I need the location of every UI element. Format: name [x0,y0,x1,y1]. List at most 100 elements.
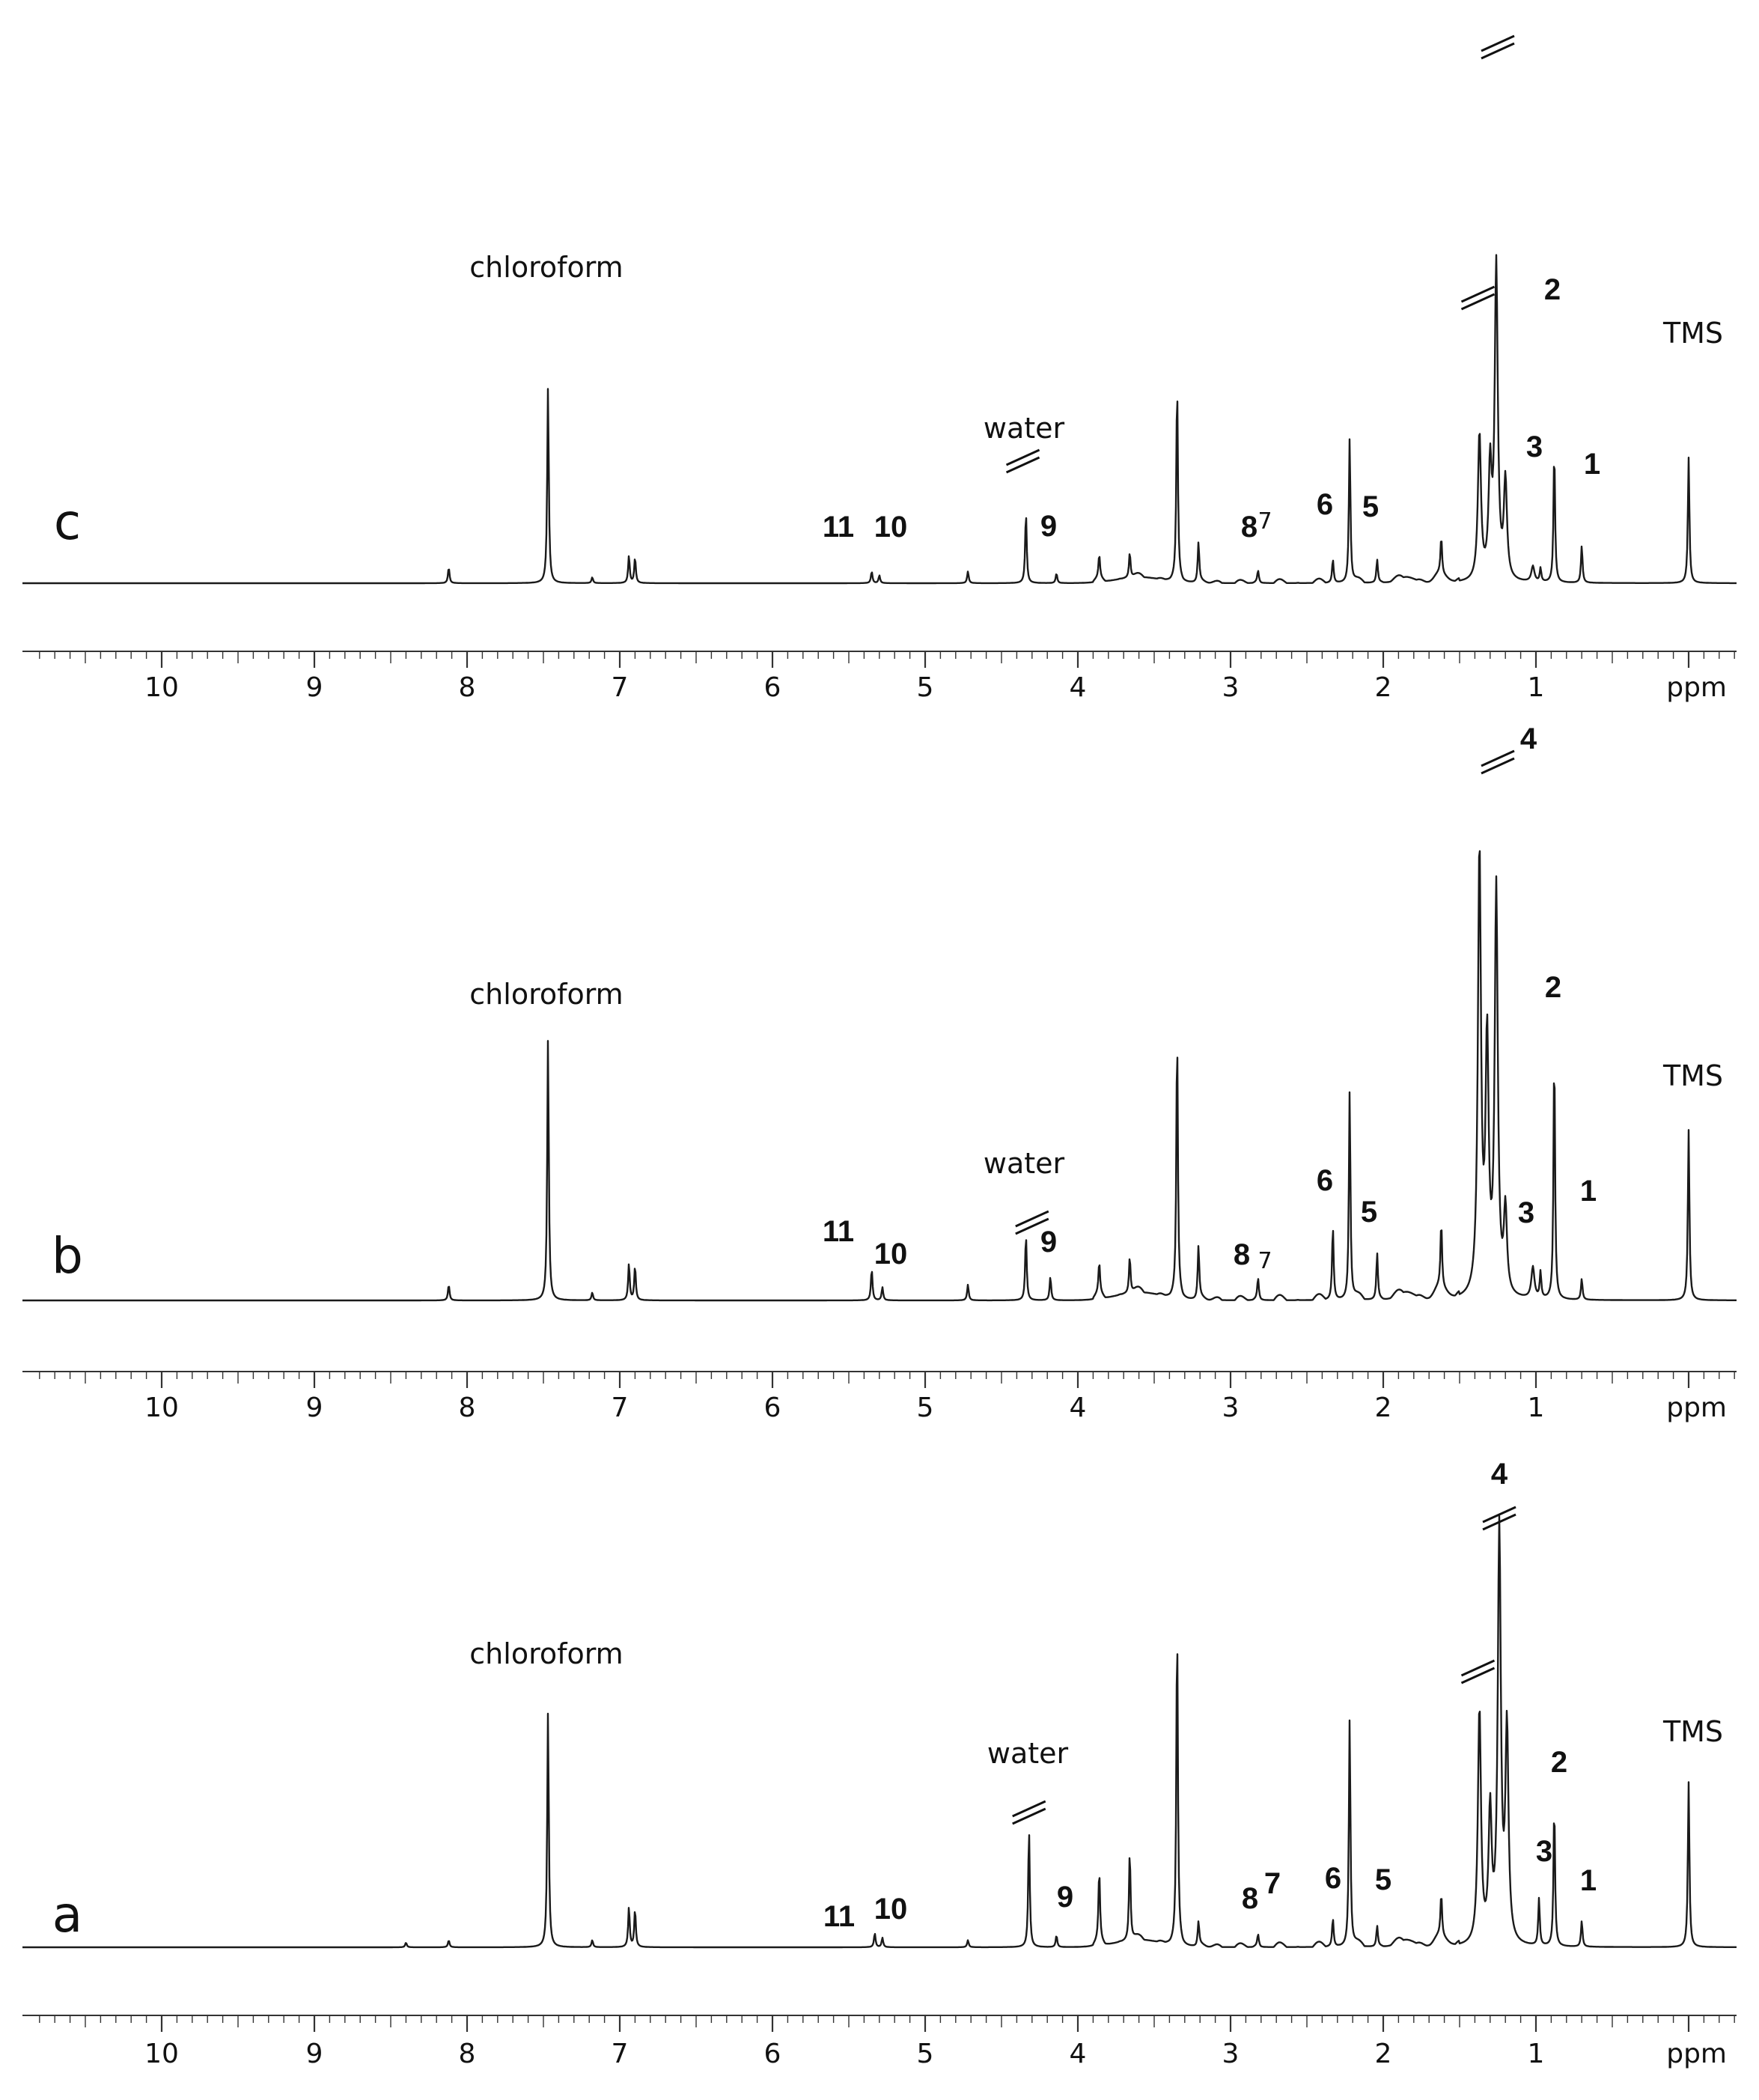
peak-label-11: 11 [823,1900,855,1933]
x-axis-unit: ppm [1666,672,1727,703]
axis-break-mark [1012,1807,1046,1825]
x-axis-unit: ppm [1666,2039,1727,2069]
peak-label-11: 11 [823,511,854,544]
x-tick-label: 7 [612,1393,629,1423]
x-tick-label: 9 [306,1393,323,1423]
peak-label-10: 10 [874,511,908,544]
tms-annotation: TMS [1662,317,1723,350]
x-tick-label: 4 [1070,672,1087,703]
spectrum-trace-b [22,850,1737,1302]
axis-break-mark [1481,757,1515,775]
peak-label-9: 9 [1040,510,1057,543]
peak-label-9: 9 [1040,1226,1057,1259]
spectrum-trace-c [22,254,1737,585]
x-tick-label: 1 [1528,1393,1545,1423]
axis-break-mark [1481,42,1515,60]
x-tick-label: 1 [1528,672,1545,703]
axis-break-mark [1015,1217,1049,1235]
peak-label-8: 8 [1241,511,1257,544]
axis-break-mark [1005,456,1040,474]
tms-annotation: TMS [1662,1715,1723,1748]
x-tick-label: 6 [764,2039,781,2069]
x-tick-label: 8 [459,2039,476,2069]
water-annotation: water [984,412,1065,445]
water-annotation: water [987,1737,1069,1770]
x-tick-label: 3 [1222,672,1240,703]
axis-break-mark [1015,1210,1049,1228]
peak-label-5: 5 [1361,1196,1377,1229]
peak-label-3: 3 [1536,1835,1552,1868]
x-axis-unit: ppm [1666,1393,1727,1423]
tms-annotation: TMS [1662,1059,1723,1092]
x-tick-label: 4 [1070,2039,1087,2069]
spectrum-trace-a [22,1515,1737,1949]
peak-label-1: 1 [1580,1864,1597,1897]
chloroform-annotation: chloroform [469,1637,623,1670]
peak-label-2: 2 [1551,1746,1567,1779]
x-tick-label: 3 [1222,2039,1240,2069]
axis-break-mark [1005,448,1040,466]
panel-label: c [54,493,81,551]
peak-label-2: 2 [1544,273,1561,306]
axis-break-mark [1460,285,1496,303]
peak-label-1: 1 [1584,448,1600,481]
x-tick-label: 2 [1375,2039,1392,2069]
peak-label-4: 4 [1491,1458,1508,1491]
x-tick-label: 10 [144,672,179,703]
x-tick-label: 7 [612,672,629,703]
axis-break-mark [1482,1513,1516,1531]
x-tick-label: 8 [459,1393,476,1423]
x-tick-label: 7 [612,2039,629,2069]
peak-label-3: 3 [1518,1196,1534,1229]
x-tick-label: 9 [306,672,323,703]
x-tick-label: 1 [1528,2039,1545,2069]
peak-label-1: 1 [1580,1175,1597,1208]
x-tick-label: 2 [1375,672,1392,703]
peak-label-7: 7 [1257,508,1272,535]
x-tick-label: 10 [144,2039,179,2069]
peak-label-6: 6 [1325,1862,1341,1895]
peak-label-5: 5 [1362,490,1379,523]
panel-label: b [52,1227,83,1285]
peak-label-7: 7 [1264,1867,1281,1900]
peak-label-3: 3 [1526,430,1543,463]
x-tick-label: 8 [459,672,476,703]
axis-break-mark [1012,1800,1046,1818]
axis-break-mark [1460,293,1496,311]
x-tick-label: 5 [917,1393,934,1423]
peak-label-11: 11 [823,1215,854,1248]
chloroform-annotation: chloroform [469,251,623,284]
water-annotation: water [984,1147,1065,1180]
x-tick-label: 4 [1070,1393,1087,1423]
peak-label-9: 9 [1057,1881,1073,1914]
peak-label-2: 2 [1545,971,1561,1004]
peak-label-10: 10 [874,1893,908,1926]
x-tick-label: 5 [917,672,934,703]
x-tick-label: 5 [917,2039,934,2069]
axis-break-mark [1460,1667,1496,1684]
peak-label-6: 6 [1317,488,1333,521]
panel-label: a [52,1886,82,1944]
peak-label-4: 4 [1520,722,1537,755]
axis-break-mark [1481,34,1515,52]
x-tick-label: 6 [764,672,781,703]
peak-label-8: 8 [1234,1238,1250,1271]
x-tick-label: 9 [306,2039,323,2069]
x-tick-label: 6 [764,1393,781,1423]
peak-label-5: 5 [1375,1863,1391,1896]
x-tick-label: 3 [1222,1393,1240,1423]
peak-label-8: 8 [1242,1882,1258,1915]
axis-break-mark [1481,749,1515,767]
chloroform-annotation: chloroform [469,978,623,1011]
x-tick-label: 2 [1375,1393,1392,1423]
x-tick-label: 10 [144,1393,179,1423]
axis-break-mark [1460,1659,1496,1677]
axis-break-mark [1482,1506,1516,1524]
peak-label-6: 6 [1317,1164,1333,1197]
peak-label-10: 10 [874,1238,908,1270]
peak-label-7: 7 [1257,1248,1272,1274]
